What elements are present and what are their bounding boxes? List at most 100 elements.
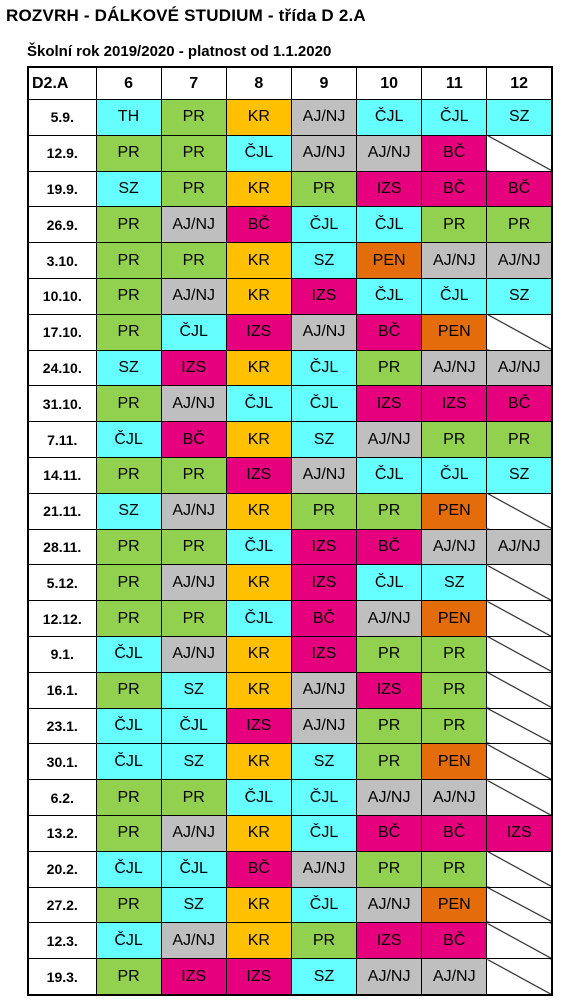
row-date: 27.2. <box>27 886 97 924</box>
period-header: 7 <box>160 66 227 100</box>
subject-cell: PR <box>95 313 162 351</box>
subject-cell: ČJL <box>290 814 358 852</box>
subject-cell: KR <box>225 170 292 208</box>
period-header: 10 <box>356 66 423 100</box>
subject-cell: PR <box>421 707 488 745</box>
subject-cell: AJ/NJ <box>160 814 227 852</box>
subject-cell: PR <box>95 958 162 996</box>
subject-cell: PR <box>95 671 162 709</box>
row-date: 20.2. <box>27 850 97 888</box>
row-date: 9.1. <box>27 635 97 673</box>
empty-slot <box>486 958 553 996</box>
subject-cell: KR <box>225 922 292 960</box>
subject-cell: AJ/NJ <box>160 492 227 530</box>
table-row: 16.1. PR SZ KR AJ/NJ IZS PR <box>27 671 553 709</box>
subject-cell: AJ/NJ <box>290 850 358 888</box>
row-date: 24.10. <box>27 349 97 387</box>
row-date: 14.11. <box>27 456 97 494</box>
subject-cell: PR <box>95 886 162 924</box>
row-date: 13.2. <box>27 814 97 852</box>
subject-cell: PR <box>160 528 227 566</box>
subject-cell: AJ/NJ <box>290 456 358 494</box>
table-row: 21.11. SZ AJ/NJ KR PR PR PEN <box>27 492 553 530</box>
table-row: 27.2. PR SZ KR ČJL AJ/NJ PEN <box>27 886 553 924</box>
row-date: 5.12. <box>27 564 97 602</box>
subject-cell: ČJL <box>225 134 292 172</box>
subject-cell: BČ <box>356 528 423 566</box>
subject-cell: AJ/NJ <box>356 421 423 458</box>
subject-cell: AJ/NJ <box>421 779 488 816</box>
empty-slot <box>486 707 553 745</box>
subject-cell: PR <box>486 421 553 458</box>
table-row: 12.3. ČJL AJ/NJ KR PR IZS BČ <box>27 922 553 960</box>
subject-cell: SZ <box>486 456 553 494</box>
subject-cell: PR <box>95 528 162 566</box>
subject-cell: PR <box>290 922 358 960</box>
schedule-body: 5.9. TH PR KR AJ/NJ ČJL ČJL SZ 12.9. PR PR ČJL AJ/NJ… <box>27 99 553 996</box>
subject-cell: BČ <box>225 850 292 888</box>
subject-cell: IZS <box>356 922 423 960</box>
subject-cell: ČJL <box>95 743 162 781</box>
row-date: 10.10. <box>27 277 97 315</box>
subject-cell: PR <box>421 421 488 458</box>
subject-cell: PR <box>95 277 162 315</box>
subject-cell: IZS <box>290 528 358 566</box>
subject-cell: ČJL <box>421 456 488 494</box>
subject-cell: ČJL <box>95 850 162 888</box>
subject-cell: AJ/NJ <box>160 564 227 602</box>
table-row: 14.11. PR PR IZS AJ/NJ ČJL ČJL SZ <box>27 456 553 494</box>
subject-cell: IZS <box>486 814 553 852</box>
empty-slot <box>486 134 553 172</box>
empty-slot <box>486 564 553 602</box>
header-row: D2.A 6 7 8 9 10 11 12 <box>27 66 553 100</box>
row-date: 30.1. <box>27 743 97 781</box>
subject-cell: IZS <box>290 277 358 315</box>
subject-cell: PEN <box>421 600 488 637</box>
class-label: D2.A <box>27 66 97 100</box>
subject-cell: ČJL <box>290 206 358 244</box>
subject-cell: ČJL <box>160 313 227 351</box>
subject-cell: AJ/NJ <box>421 528 488 566</box>
subject-cell: PR <box>356 635 423 673</box>
subject-cell: PR <box>95 134 162 172</box>
subject-cell: AJ/NJ <box>160 385 227 423</box>
subject-cell: AJ/NJ <box>160 206 227 244</box>
subject-cell: KR <box>225 242 292 279</box>
subject-cell: IZS <box>225 707 292 745</box>
subject-cell: KR <box>225 814 292 852</box>
empty-slot <box>486 922 553 960</box>
subject-cell: PR <box>95 242 162 279</box>
subject-cell: AJ/NJ <box>356 600 423 637</box>
subject-cell: AJ/NJ <box>290 707 358 745</box>
subject-cell: AJ/NJ <box>290 313 358 351</box>
table-row: 28.11. PR PR ČJL IZS BČ AJ/NJ AJ/NJ <box>27 528 553 566</box>
table-row: 7.11. ČJL BČ KR SZ AJ/NJ PR PR <box>27 421 553 458</box>
table-row: 9.1. ČJL AJ/NJ KR IZS PR PR <box>27 635 553 673</box>
table-row: 13.2. PR AJ/NJ KR ČJL BČ BČ IZS <box>27 814 553 852</box>
subject-cell: PR <box>356 743 423 781</box>
subject-cell: PEN <box>421 492 488 530</box>
row-date: 12.3. <box>27 922 97 960</box>
subject-cell: BČ <box>421 922 488 960</box>
subject-cell: IZS <box>421 385 488 423</box>
empty-slot <box>486 850 553 888</box>
row-date: 23.1. <box>27 707 97 745</box>
subject-cell: KR <box>225 886 292 924</box>
subject-cell: SZ <box>160 671 227 709</box>
page-subtitle: Školní rok 2019/2020 - platnost od 1.1.2… <box>27 43 332 60</box>
period-header: 9 <box>290 66 358 100</box>
subject-cell: PR <box>356 707 423 745</box>
subject-cell: ČJL <box>290 385 358 423</box>
subject-cell: AJ/NJ <box>356 779 423 816</box>
table-row: 10.10. PR AJ/NJ KR IZS ČJL ČJL SZ <box>27 277 553 315</box>
subject-cell: BČ <box>486 385 553 423</box>
subject-cell: IZS <box>356 671 423 709</box>
subject-cell: AJ/NJ <box>290 99 358 136</box>
subject-cell: ČJL <box>356 564 423 602</box>
subject-cell: IZS <box>356 170 423 208</box>
subject-cell: AJ/NJ <box>160 277 227 315</box>
subject-cell: ČJL <box>160 850 227 888</box>
subject-cell: KR <box>225 564 292 602</box>
subject-cell: SZ <box>421 564 488 602</box>
subject-cell: PR <box>95 385 162 423</box>
